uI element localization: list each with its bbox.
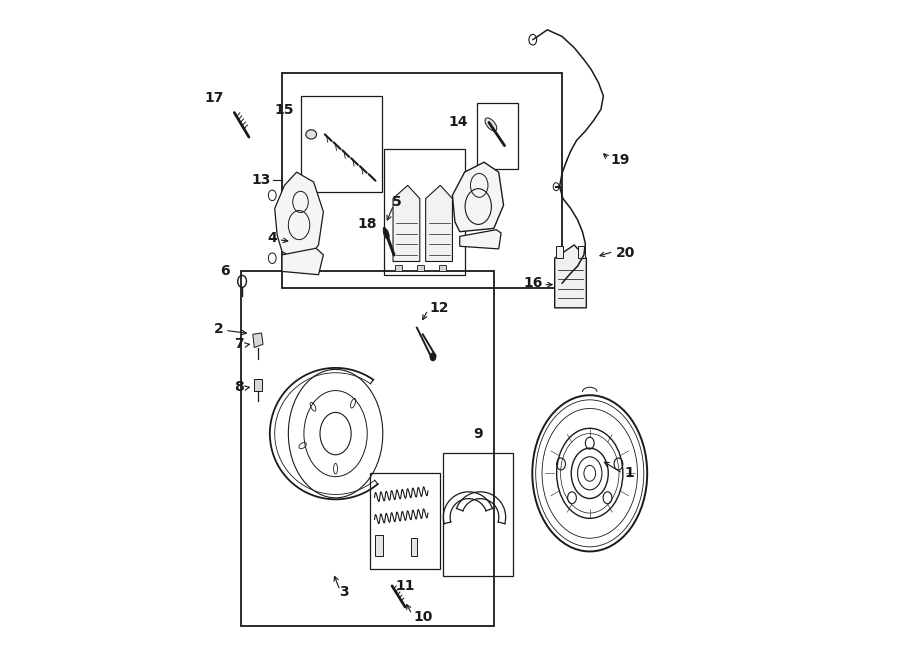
Text: 13: 13 <box>252 173 271 187</box>
Ellipse shape <box>306 130 317 139</box>
Text: 12: 12 <box>429 301 449 315</box>
Polygon shape <box>274 172 323 265</box>
Text: 8: 8 <box>234 380 244 395</box>
Polygon shape <box>393 185 419 261</box>
Bar <box>417 265 424 271</box>
Circle shape <box>430 353 436 361</box>
Bar <box>302 96 382 192</box>
Bar <box>370 473 440 569</box>
Bar <box>443 453 513 576</box>
Text: 17: 17 <box>204 91 223 105</box>
Text: 18: 18 <box>357 217 377 232</box>
Bar <box>374 535 383 556</box>
Polygon shape <box>460 230 501 249</box>
Text: 9: 9 <box>473 426 482 441</box>
Text: 5: 5 <box>392 195 401 209</box>
Bar <box>411 538 417 556</box>
Text: 3: 3 <box>339 585 349 600</box>
Ellipse shape <box>383 228 390 239</box>
Bar <box>282 73 562 288</box>
Text: 15: 15 <box>274 103 294 117</box>
Bar <box>384 149 464 275</box>
Bar <box>395 265 401 271</box>
Bar <box>578 246 585 258</box>
Polygon shape <box>255 379 262 391</box>
Text: 4: 4 <box>267 231 277 246</box>
Polygon shape <box>453 162 504 232</box>
Polygon shape <box>253 333 263 348</box>
Text: 20: 20 <box>616 246 634 260</box>
Text: 7: 7 <box>234 337 244 352</box>
Text: 10: 10 <box>413 610 433 624</box>
Text: 14: 14 <box>448 115 468 130</box>
Bar <box>555 246 563 258</box>
Text: 11: 11 <box>395 579 415 593</box>
Text: 19: 19 <box>611 153 630 167</box>
Text: 16: 16 <box>523 276 543 291</box>
Bar <box>477 103 518 169</box>
Bar <box>439 265 446 271</box>
Polygon shape <box>554 245 586 308</box>
Text: 6: 6 <box>220 264 230 279</box>
Text: 2: 2 <box>214 322 223 336</box>
Text: 1: 1 <box>625 466 634 481</box>
Polygon shape <box>426 185 453 261</box>
Polygon shape <box>282 248 323 275</box>
Bar <box>240 271 494 626</box>
Ellipse shape <box>485 118 497 131</box>
